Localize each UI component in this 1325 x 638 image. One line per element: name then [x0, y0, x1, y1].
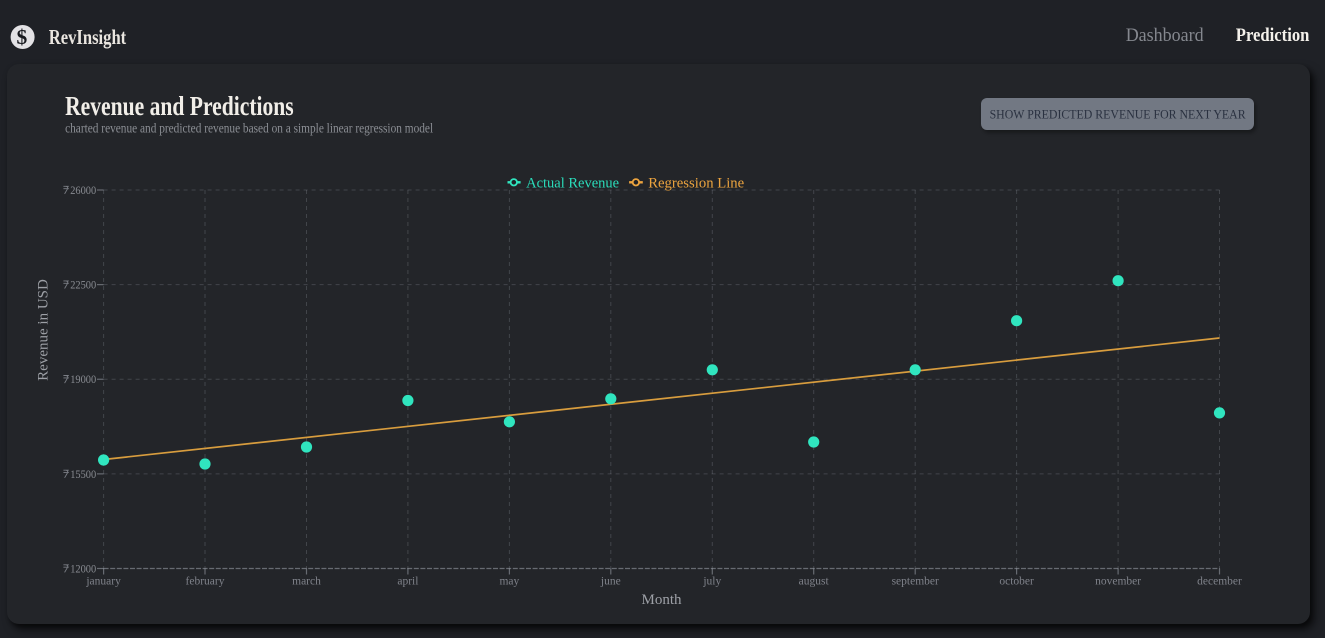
svg-text:charted revenue and predicted: charted revenue and predicted revenue ba… [65, 120, 433, 135]
svg-text:april: april [397, 575, 418, 587]
svg-text:november: november [1095, 575, 1141, 587]
svg-text:SHOW PREDICTED REVENUE FOR NEX: SHOW PREDICTED REVENUE FOR NEXT YEAR [990, 106, 1246, 121]
svg-text:march: march [292, 575, 321, 587]
svg-text:Revenue and Predictions: Revenue and Predictions [65, 90, 294, 121]
svg-text:15500: 15500 [70, 469, 96, 481]
svg-text:august: august [799, 575, 830, 587]
svg-text:june: june [600, 575, 621, 587]
svg-text:may: may [499, 575, 519, 587]
svg-text:RevInsight: RevInsight [49, 25, 126, 49]
svg-text:Dashboard: Dashboard [1126, 25, 1204, 46]
svg-text:january: january [85, 575, 121, 587]
svg-text:22500: 22500 [70, 280, 96, 292]
svg-text:$: $ [17, 25, 28, 49]
svg-text:Prediction: Prediction [1236, 25, 1310, 46]
svg-text:Month: Month [641, 592, 682, 608]
svg-text:Regression Line: Regression Line [648, 175, 744, 191]
svg-text:february: february [186, 575, 225, 587]
svg-text:september: september [892, 575, 939, 587]
svg-text:october: october [999, 575, 1034, 587]
svg-text:19000: 19000 [70, 374, 96, 386]
svg-text:26000: 26000 [70, 185, 96, 197]
svg-text:july: july [702, 575, 721, 587]
svg-text:12000: 12000 [70, 563, 96, 575]
svg-text:Revenue in USD: Revenue in USD [36, 279, 52, 381]
svg-text:december: december [1197, 575, 1242, 587]
svg-text:Actual Revenue: Actual Revenue [526, 175, 619, 191]
